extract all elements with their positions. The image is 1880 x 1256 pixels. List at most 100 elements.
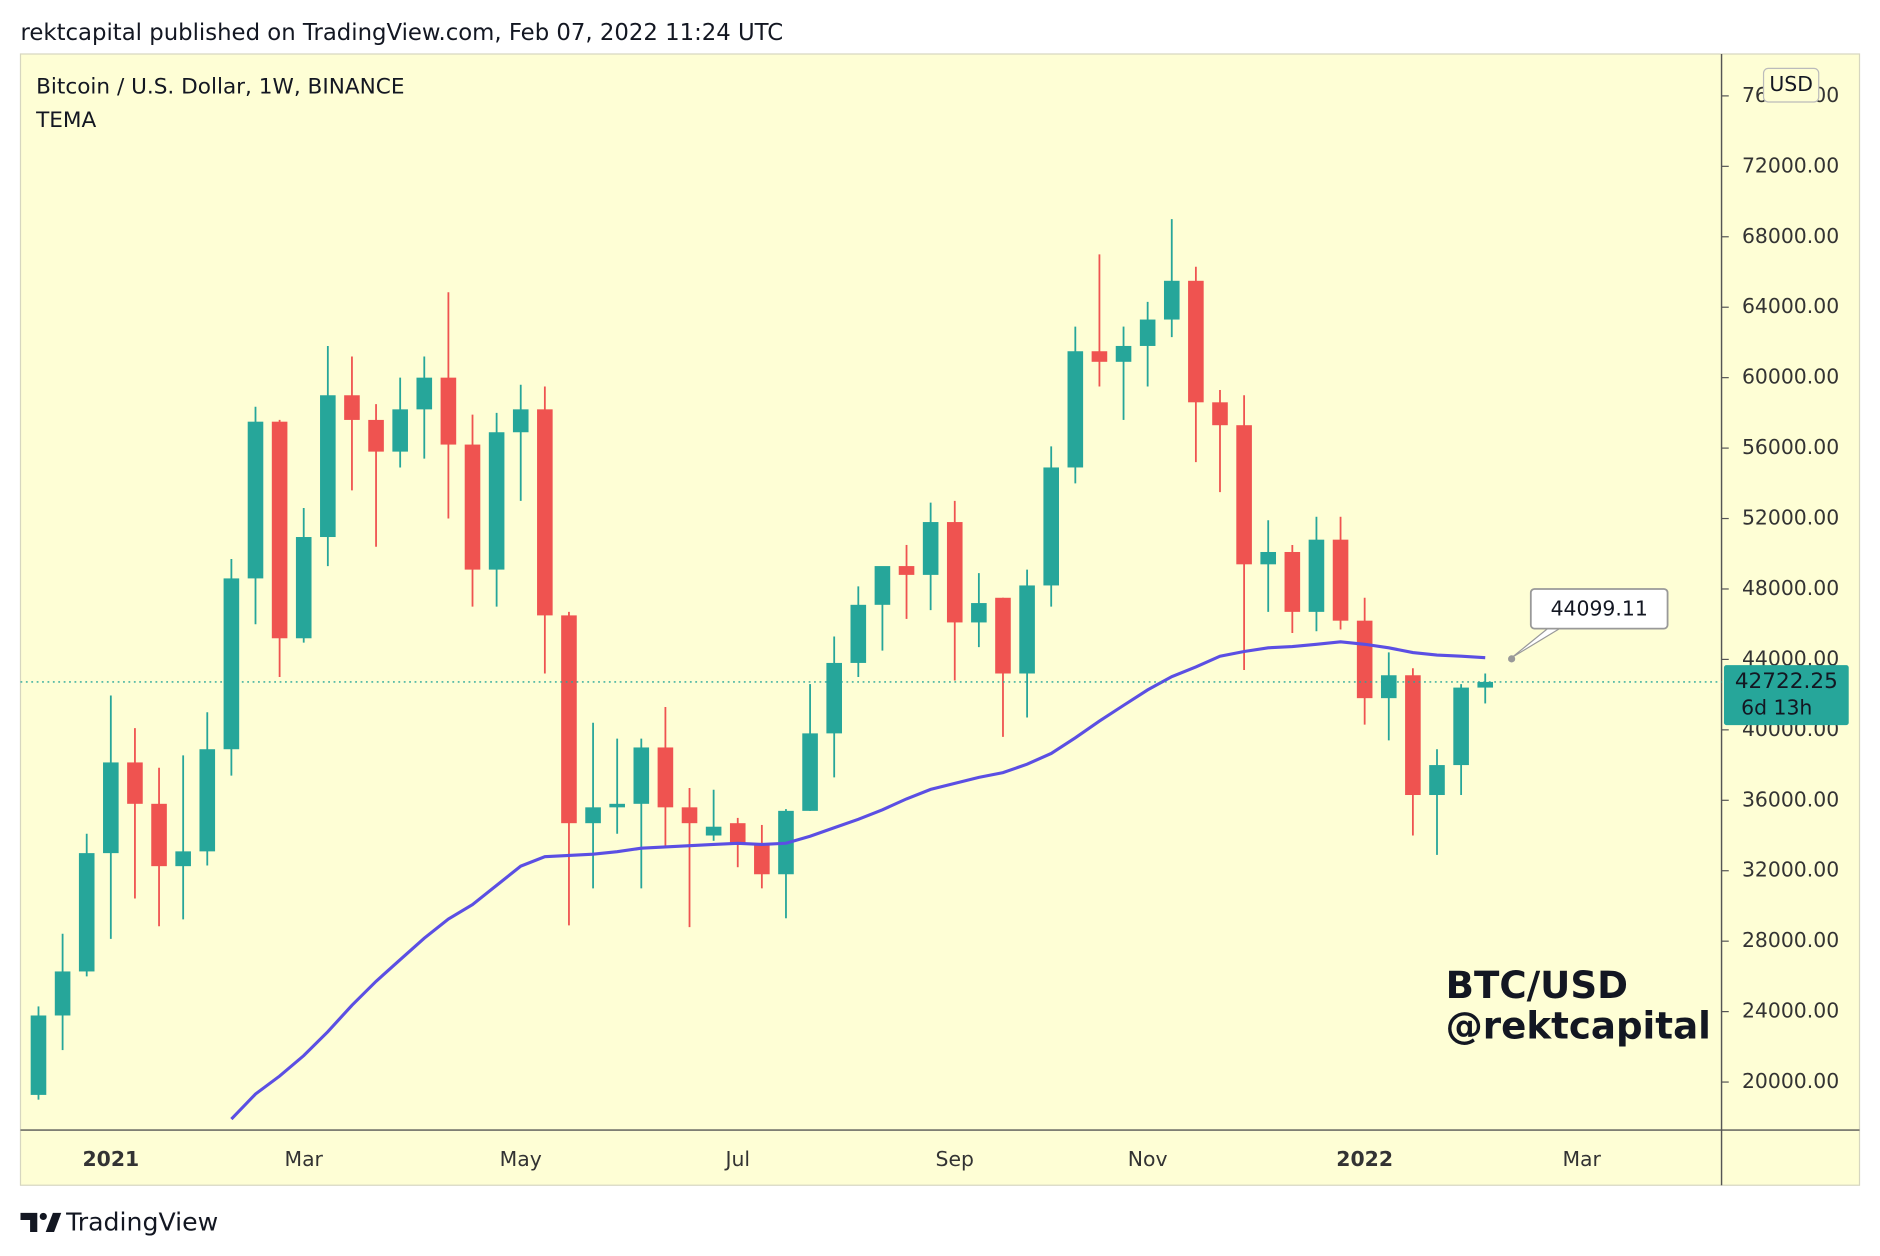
candle-body — [488, 432, 505, 570]
logo — [20, 1212, 62, 1233]
candle-body — [995, 597, 1011, 674]
candle-body — [705, 826, 722, 836]
last-price-box — [1723, 665, 1849, 726]
candle-body — [320, 395, 336, 538]
candle-body — [971, 603, 987, 623]
candle-body — [512, 409, 529, 433]
candle-body — [561, 615, 577, 824]
x-tick-label: Jul — [723, 1147, 750, 1171]
callout-value: 44099.11 — [1551, 596, 1648, 620]
candle-body — [1115, 345, 1132, 362]
candle-body — [874, 566, 891, 605]
y-tick-label: 24000.00 — [1742, 999, 1839, 1023]
candle-body — [585, 807, 601, 824]
plot-area — [30, 219, 1494, 1121]
candle-body — [609, 803, 625, 808]
candle-body — [922, 522, 939, 575]
candle-body — [1260, 551, 1277, 565]
y-tick-label: 52000.00 — [1742, 506, 1839, 530]
candle-body — [657, 747, 674, 808]
candle-body — [464, 444, 481, 570]
candle-body — [1043, 467, 1060, 586]
indicator-line — [230, 640, 1486, 1121]
candle-body — [199, 749, 216, 852]
candle-body — [247, 421, 264, 579]
candle-body — [1163, 280, 1180, 320]
header: rektcapital published on TradingView.com… — [20, 20, 783, 46]
candle-body — [344, 395, 360, 420]
x-tick-label: Sep — [936, 1147, 974, 1171]
candle-body — [1212, 402, 1228, 426]
candle-body — [416, 377, 433, 410]
candle-body — [898, 566, 915, 575]
y-tick-label: 28000.00 — [1742, 928, 1839, 952]
candle-body — [54, 971, 71, 1016]
callout-box — [1529, 588, 1669, 630]
candle-body — [392, 409, 408, 452]
candle-body — [1139, 319, 1156, 346]
x-tick-label: May — [500, 1147, 542, 1171]
logo-icon — [39, 1212, 47, 1221]
y-tick-label: 20000.00 — [1742, 1069, 1839, 1093]
candle-body — [1453, 687, 1469, 766]
candle-body — [633, 747, 650, 804]
candle-body — [681, 807, 698, 824]
candle-body — [1332, 539, 1349, 621]
y-tick-label: 60000.00 — [1742, 365, 1839, 389]
candle-body — [127, 762, 143, 804]
x-tick-label: Mar — [1562, 1147, 1601, 1171]
candle-body — [1236, 425, 1252, 565]
x-tick-label: 2021 — [82, 1147, 139, 1171]
footer: TradingView — [65, 1208, 218, 1237]
currency: USD — [1769, 72, 1813, 96]
candle-body — [103, 762, 119, 854]
candle-body — [1188, 280, 1204, 403]
candle-body — [1429, 765, 1445, 796]
candle-body — [1477, 681, 1494, 688]
y-tick-label: 72000.00 — [1742, 153, 1839, 177]
candle-body — [30, 1015, 47, 1095]
candle-body — [151, 803, 167, 867]
candle-body — [271, 421, 288, 639]
candle-body — [440, 377, 457, 445]
countdown: 6d 13h — [1741, 695, 1812, 719]
overlay: 44099.11 — [20, 588, 1722, 683]
y-tick-label: 48000.00 — [1742, 576, 1839, 600]
logo-icon — [45, 1212, 62, 1233]
y-tick-label: 32000.00 — [1742, 858, 1839, 882]
candle-body — [1380, 675, 1397, 699]
last-price-label: 42722.25 — [1735, 669, 1838, 694]
currency-box — [1762, 67, 1820, 103]
indicator-name: TEMA — [35, 108, 96, 133]
y-tick-label: 44000.00 — [1742, 646, 1839, 670]
candle-body — [78, 853, 95, 972]
y-tick-label: 56000.00 — [1742, 435, 1839, 459]
y-tick-label: 64000.00 — [1742, 294, 1839, 318]
y-tick-label: 68000.00 — [1742, 224, 1839, 248]
candle-body — [223, 578, 240, 750]
x-tick-label: 2022 — [1336, 1147, 1393, 1171]
candle-body — [1356, 620, 1373, 699]
candle-body — [1067, 351, 1084, 468]
logo-icon — [20, 1212, 38, 1233]
candle-body — [295, 537, 312, 639]
candle-body — [1019, 585, 1035, 674]
chart-title: Bitcoin / U.S. Dollar, 1W, BINANCE — [36, 75, 404, 100]
x-tick-label: Nov — [1128, 1147, 1168, 1171]
candle-body — [729, 823, 746, 845]
x-tick-label: Mar — [284, 1147, 323, 1171]
candle-body — [1405, 675, 1421, 796]
candle-body — [537, 409, 553, 616]
candle-body — [946, 522, 963, 623]
candle-body — [850, 604, 867, 663]
candle-body — [368, 419, 384, 452]
candle-body — [826, 662, 842, 734]
candle-body — [1091, 351, 1108, 362]
candle-body — [175, 851, 191, 867]
candle-body — [802, 733, 818, 811]
watermark: BTC/USD — [1446, 963, 1628, 1007]
y-tick-label: 36000.00 — [1742, 787, 1839, 811]
candle-body — [1308, 539, 1325, 612]
